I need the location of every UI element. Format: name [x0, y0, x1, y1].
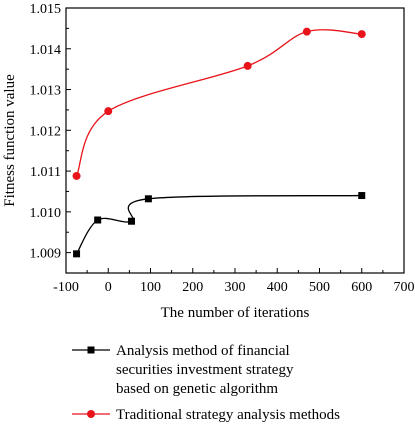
- series-line: [75, 29, 362, 177]
- legend-item-2: Traditional strategy analysis methods: [72, 407, 340, 423]
- series-layer: [72, 27, 366, 258]
- x-axis-label: The number of iterations: [161, 305, 310, 321]
- x-tick-label: 500: [309, 280, 330, 295]
- y-tick-label: 1.013: [30, 84, 62, 99]
- data-point: [302, 27, 311, 36]
- data-point: [357, 30, 366, 39]
- plot-frame: [65, 7, 405, 274]
- data-point: [127, 217, 135, 225]
- data-point: [73, 250, 81, 258]
- x-tick-label: -100: [53, 280, 79, 295]
- data-point: [72, 171, 81, 180]
- legend-label: securities investment strategy: [116, 362, 294, 378]
- legend-item-1: Analysis method of financial securities i…: [72, 343, 294, 397]
- data-point: [358, 192, 366, 200]
- y-tick-label: 1.011: [30, 165, 61, 180]
- data-point: [94, 216, 102, 224]
- legend-label: Traditional strategy analysis methods: [116, 407, 340, 423]
- y-tick-label: 1.012: [30, 124, 62, 139]
- series-line: [76, 194, 362, 255]
- legend: Analysis method of financial securities i…: [72, 343, 340, 423]
- legend-label: based on genetic algorithm: [116, 381, 278, 397]
- x-tick-label: 700: [394, 280, 415, 295]
- x-tick-label: 200: [182, 280, 203, 295]
- x-tick-label: 0: [105, 280, 112, 295]
- axes: -100 0 100 200 300 400 500 600 700 1.009 1.010 1.01…: [30, 2, 415, 295]
- series-1: [73, 192, 366, 258]
- x-tick-label: 600: [351, 280, 372, 295]
- data-point: [104, 107, 113, 116]
- y-tick-label: 1.010: [30, 206, 62, 221]
- legend-label: Analysis method of financial: [116, 343, 290, 359]
- x-tick-label: 100: [140, 280, 161, 295]
- x-tick-label: 300: [225, 280, 246, 295]
- legend-marker: [87, 346, 95, 354]
- series-2: [72, 27, 366, 180]
- data-point: [243, 61, 252, 70]
- y-tick-label: 1.009: [30, 247, 62, 262]
- legend-marker: [87, 410, 95, 418]
- y-tick-label: 1.014: [30, 43, 62, 58]
- y-tick-label: 1.015: [30, 2, 62, 17]
- x-tick-label: 400: [267, 280, 288, 295]
- y-axis-label: Fitness function value: [2, 74, 18, 207]
- data-point: [144, 195, 152, 203]
